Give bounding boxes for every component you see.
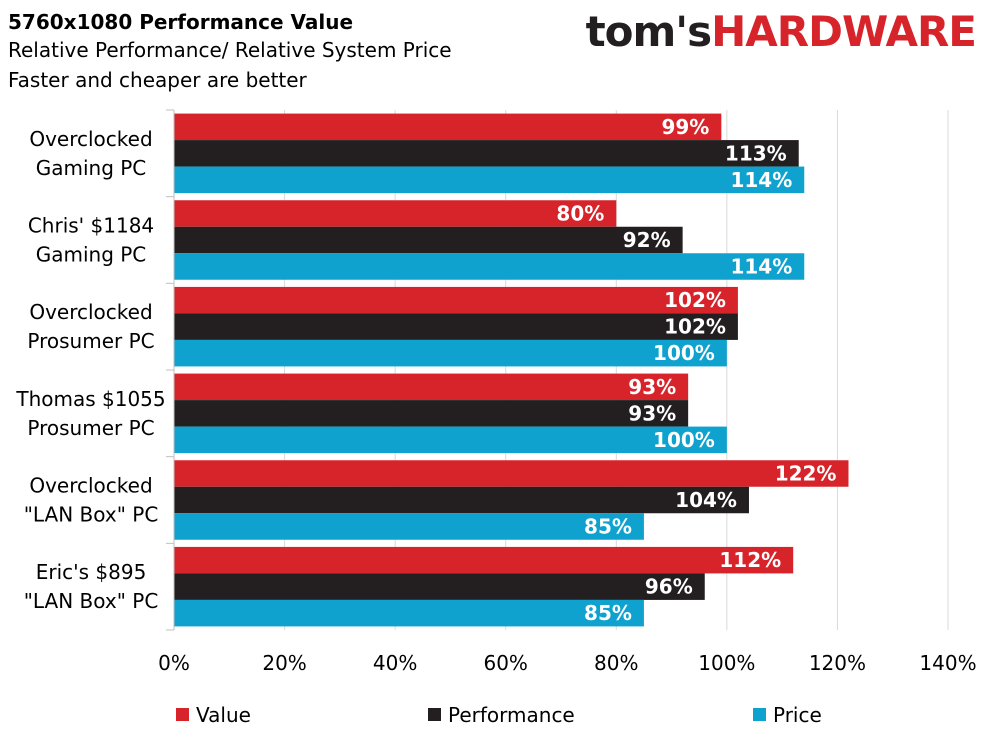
data-label: 104% xyxy=(675,488,737,512)
legend-label-value: Value xyxy=(196,703,251,727)
data-label: 96% xyxy=(645,575,693,599)
bar-performance xyxy=(174,226,683,254)
bar-price xyxy=(174,339,727,367)
data-label: 102% xyxy=(664,315,726,339)
x-tick-label: 20% xyxy=(262,651,306,675)
category-label: Overclocked xyxy=(29,300,152,324)
bar-performance xyxy=(174,313,738,340)
chart-subtitle: Relative Performance/ Relative System Pr… xyxy=(8,38,452,62)
category-label: Thomas $1055 xyxy=(15,387,165,411)
category-label: Overclocked xyxy=(29,127,152,151)
x-tick-label: 60% xyxy=(483,651,527,675)
category-label: Gaming PC xyxy=(36,156,147,180)
category-label: Prosumer PC xyxy=(27,416,154,440)
category-label: Overclocked xyxy=(29,474,152,498)
data-label: 80% xyxy=(556,202,604,226)
data-label: 92% xyxy=(623,228,671,252)
bar-value xyxy=(174,460,849,487)
x-tick-label: 40% xyxy=(373,651,417,675)
bar-price xyxy=(174,599,644,627)
data-label: 113% xyxy=(725,141,787,165)
bar-value xyxy=(174,373,689,401)
data-label: 102% xyxy=(664,288,726,312)
bar-price xyxy=(174,426,727,454)
data-label: 122% xyxy=(775,462,837,486)
category-label: Eric's $895 xyxy=(36,560,147,584)
data-label: 112% xyxy=(719,548,781,572)
x-tick-label: 120% xyxy=(809,651,866,675)
bar-price xyxy=(174,253,805,280)
legend-swatch-price xyxy=(753,708,766,721)
category-label: Gaming PC xyxy=(36,243,147,267)
bar-value xyxy=(174,546,794,574)
bar-performance xyxy=(174,573,705,600)
bar-value xyxy=(174,286,738,314)
data-label: 99% xyxy=(661,115,709,139)
category-label: Chris' $1184 xyxy=(28,214,154,238)
data-label: 85% xyxy=(584,515,632,539)
bar-value xyxy=(174,113,722,141)
chart-title: 5760x1080 Performance Value xyxy=(8,10,354,34)
data-label: 114% xyxy=(730,255,792,279)
x-tick-label: 0% xyxy=(158,651,190,675)
bar-performance xyxy=(174,400,689,427)
toms-hardware-logo: tom'sHARDWARE xyxy=(585,4,977,60)
bar-performance xyxy=(174,140,799,167)
legend-label-performance: Performance xyxy=(448,703,575,727)
x-tick-label: 80% xyxy=(594,651,638,675)
chart-subtitle-note: Faster and cheaper are better xyxy=(8,68,307,92)
data-label: 114% xyxy=(730,168,792,192)
data-label: 100% xyxy=(653,341,715,365)
legend-label-price: Price xyxy=(773,703,822,727)
category-label: "LAN Box" PC xyxy=(24,503,159,527)
category-label: Prosumer PC xyxy=(27,329,154,353)
bar-price xyxy=(174,513,644,540)
bar-value xyxy=(174,200,617,227)
legend-swatch-performance xyxy=(428,708,441,721)
legend-swatch-value xyxy=(176,708,189,721)
logo-part-hardware: HARDWARE xyxy=(711,7,977,56)
x-tick-label: 100% xyxy=(698,651,755,675)
data-label: 100% xyxy=(653,428,715,452)
data-label: 93% xyxy=(628,401,676,425)
bar-price xyxy=(174,166,805,194)
bar-performance xyxy=(174,486,749,514)
data-label: 85% xyxy=(584,601,632,625)
category-label: "LAN Box" PC xyxy=(24,589,159,613)
x-tick-label: 140% xyxy=(919,651,976,675)
data-label: 93% xyxy=(628,375,676,399)
logo-part-toms: tom's xyxy=(585,7,713,56)
